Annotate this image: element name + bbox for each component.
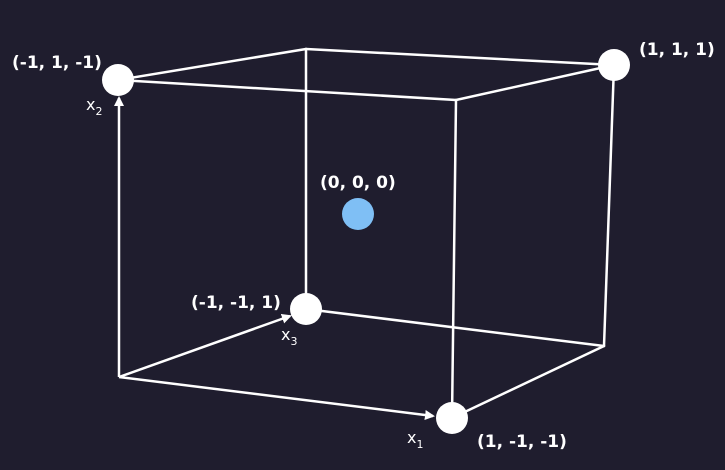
axis-label-x3: x3: [281, 325, 297, 348]
edge-back-right-vertical: [602, 63, 616, 348]
edge-back-top: [304, 47, 616, 67]
vertex-back-bottom: [290, 293, 322, 325]
vertex-top-left: [102, 64, 134, 96]
label-back-bottom: (-1, -1, 1): [191, 293, 281, 313]
axis-label-x2: x2: [86, 95, 102, 118]
edge-front-top: [116, 78, 458, 102]
label-top-right: (1, 1, 1): [639, 40, 715, 60]
edge-top-right-depth: [454, 63, 616, 102]
edge-front-right-vertical: [450, 98, 458, 420]
label-front-bottom-right: (1, -1, -1): [477, 432, 567, 452]
edge-back-bottom: [304, 307, 606, 348]
label-top-left: (-1, 1, -1): [12, 53, 102, 73]
vertex-top-right: [598, 49, 630, 81]
label-center: (0, 0, 0): [320, 173, 396, 193]
edge-bottom-right-depth: [450, 344, 606, 420]
axis-x1-arrow: [118, 375, 435, 420]
vertex-center: [342, 198, 374, 230]
edge-top-left-depth: [116, 47, 308, 82]
vertex-front-bottom-right: [436, 402, 468, 434]
axis-label-x1: x1: [407, 428, 423, 451]
axis-x3-arrow: [118, 313, 292, 379]
